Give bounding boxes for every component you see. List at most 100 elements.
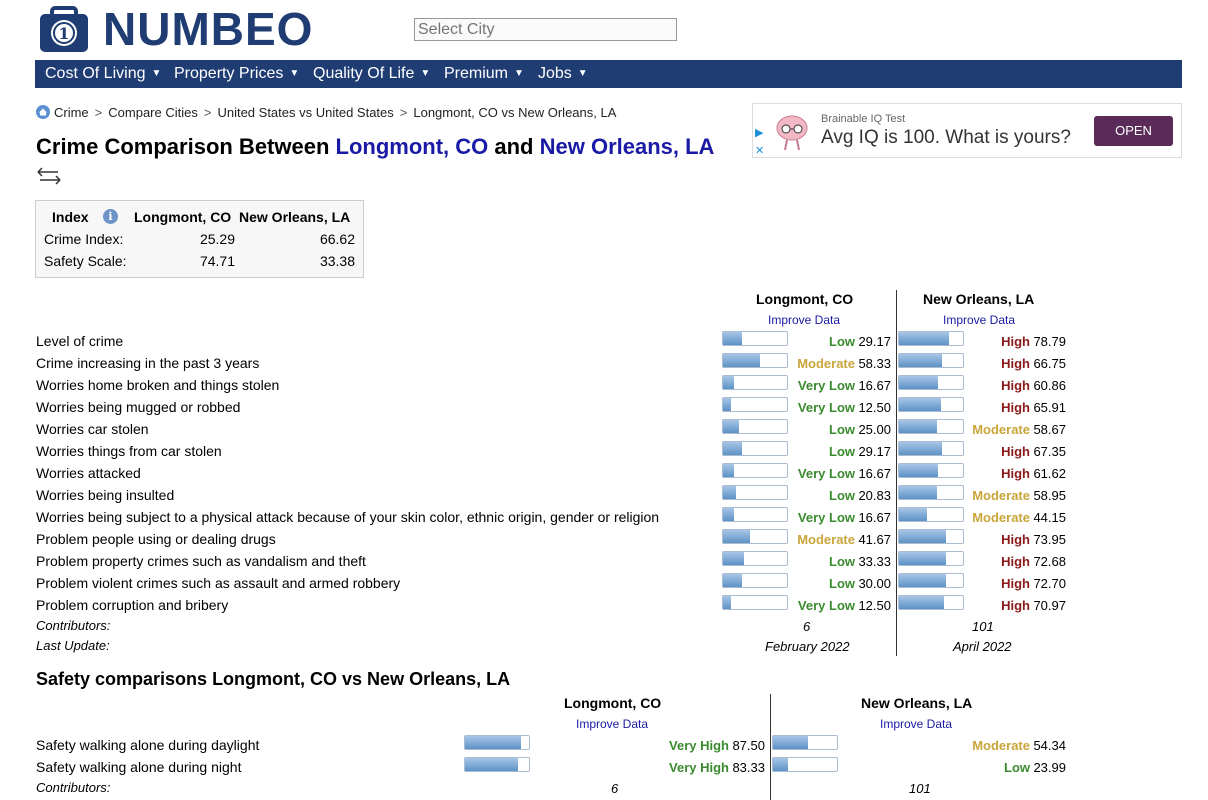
crime-row-label: Problem people using or dealing drugs <box>36 531 276 547</box>
nav-premium[interactable]: Premium ▼ <box>444 65 524 82</box>
crime-col-city1: Longmont, CO <box>756 291 854 307</box>
city2-bar <box>898 375 964 390</box>
bar-fill <box>899 442 943 455</box>
city2-bar <box>898 441 964 456</box>
city2-level: High <box>1001 532 1030 547</box>
city2-value: 73.95 <box>1033 532 1066 547</box>
city1-bar <box>722 419 788 434</box>
bar-fill <box>899 530 947 543</box>
caret-down-icon: ▼ <box>577 68 588 79</box>
bar-fill <box>723 552 745 565</box>
summary-header-city1: Longmont, CO <box>134 209 232 225</box>
city2-bar <box>898 331 964 346</box>
crime-row-label: Worries attacked <box>36 465 141 481</box>
summary-value: 25.29 <box>199 231 235 247</box>
safety-row-label: Safety walking alone during night <box>36 759 242 775</box>
city1-value: 30.00 <box>858 576 891 591</box>
city2-bar <box>898 551 964 566</box>
city2-link[interactable]: New Orleans, LA <box>539 134 715 159</box>
city1-level: Very Low <box>797 400 855 415</box>
logo-text[interactable]: NUMBEO <box>103 3 314 55</box>
city1-bar <box>722 463 788 478</box>
city2-value: 58.95 <box>1033 488 1066 503</box>
city2-level: High <box>1001 400 1030 415</box>
city2-value: 66.75 <box>1033 356 1066 371</box>
city2-bar <box>898 353 964 368</box>
city1-value: 29.17 <box>858 444 891 459</box>
city1-level: Very Low <box>797 466 855 481</box>
ad-banner[interactable]: ▶ ✕ Brainable IQ Test Avg IQ is 100. Wha… <box>752 103 1182 158</box>
city1-value: 16.67 <box>858 466 891 481</box>
city2-bar <box>898 463 964 478</box>
city1-link[interactable]: Longmont, CO <box>335 134 489 159</box>
city1-value: 41.67 <box>858 532 891 547</box>
home-icon[interactable] <box>36 105 50 119</box>
city2-value: 72.68 <box>1033 554 1066 569</box>
bar-fill <box>899 596 945 609</box>
city2-level: High <box>1001 356 1030 371</box>
bar-fill <box>465 736 521 749</box>
safety-row-label: Safety walking alone during daylight <box>36 737 260 753</box>
city2-value: 67.35 <box>1033 444 1066 459</box>
close-icon[interactable]: ✕ <box>755 145 765 157</box>
city1-level: Low <box>829 422 855 437</box>
last-update-label: Last Update: <box>36 638 110 653</box>
improve-data-link[interactable]: Improve Data <box>880 717 953 731</box>
city2-value: 70.97 <box>1033 598 1066 613</box>
city2-level: High <box>1001 576 1030 591</box>
bar-fill <box>773 758 789 771</box>
bar-fill <box>899 332 950 345</box>
breadcrumb-country[interactable]: United States vs United States <box>217 105 394 120</box>
info-icon[interactable]: i <box>103 209 118 224</box>
numbeo-logo-icon[interactable]: 1 <box>38 6 90 54</box>
city2-bar <box>772 735 838 750</box>
city1-bar <box>722 331 788 346</box>
caret-down-icon: ▼ <box>151 68 162 79</box>
city1-bar <box>722 529 788 544</box>
improve-data-link[interactable]: Improve Data <box>943 313 1016 327</box>
nav-property-prices[interactable]: Property Prices ▼ <box>174 65 300 82</box>
city2-level: Low <box>1004 760 1030 775</box>
contributors-count: 101 <box>909 781 931 796</box>
city1-value: 33.33 <box>858 554 891 569</box>
city2-bar <box>898 485 964 500</box>
contributors-count: 6 <box>803 619 811 634</box>
nav-cost-of-living[interactable]: Cost Of Living ▼ <box>45 65 162 82</box>
bar-fill <box>465 758 519 771</box>
improve-data-link[interactable]: Improve Data <box>768 313 841 327</box>
summary-value: 33.38 <box>319 253 355 269</box>
ad-open-button[interactable]: OPEN <box>1094 116 1173 146</box>
column-divider <box>770 694 771 800</box>
city1-value: 12.50 <box>858 400 891 415</box>
nav-quality-of-life[interactable]: Quality Of Life ▼ <box>313 65 431 82</box>
city2-bar <box>898 397 964 412</box>
city2-value: 54.34 <box>1033 738 1066 753</box>
city2-bar <box>898 507 964 522</box>
breadcrumb-crime[interactable]: Crime <box>54 105 89 120</box>
ad-play-icon[interactable]: ▶ <box>755 127 764 139</box>
crime-row-label: Problem corruption and bribery <box>36 597 229 613</box>
city2-bar <box>898 419 964 434</box>
caret-down-icon: ▼ <box>514 68 524 79</box>
city1-value: 16.67 <box>858 510 891 525</box>
summary-header-city2: New Orleans, LA <box>239 209 351 225</box>
city1-level: Very High <box>669 760 729 775</box>
crime-row-label: Worries being insulted <box>36 487 175 503</box>
city2-value: 60.86 <box>1033 378 1066 393</box>
crime-row-label: Worries being mugged or robbed <box>36 399 241 415</box>
last-update-value: April 2022 <box>953 639 1012 654</box>
city2-bar <box>898 595 964 610</box>
improve-data-link[interactable]: Improve Data <box>576 717 649 731</box>
bar-fill <box>899 398 942 411</box>
bar-fill <box>723 596 731 609</box>
crime-row-label: Worries things from car stolen <box>36 443 222 459</box>
nav-jobs[interactable]: Jobs ▼ <box>538 65 588 82</box>
breadcrumb-compare-cities[interactable]: Compare Cities <box>108 105 198 120</box>
city-search-input[interactable] <box>414 18 677 41</box>
city1-level: Very Low <box>797 378 855 393</box>
swap-arrows-icon[interactable] <box>36 166 62 186</box>
city2-level: Moderate <box>972 422 1030 437</box>
contributors-label: Contributors: <box>36 780 111 795</box>
crime-row-label: Problem property crimes such as vandalis… <box>36 553 366 569</box>
city1-value: 25.00 <box>858 422 891 437</box>
